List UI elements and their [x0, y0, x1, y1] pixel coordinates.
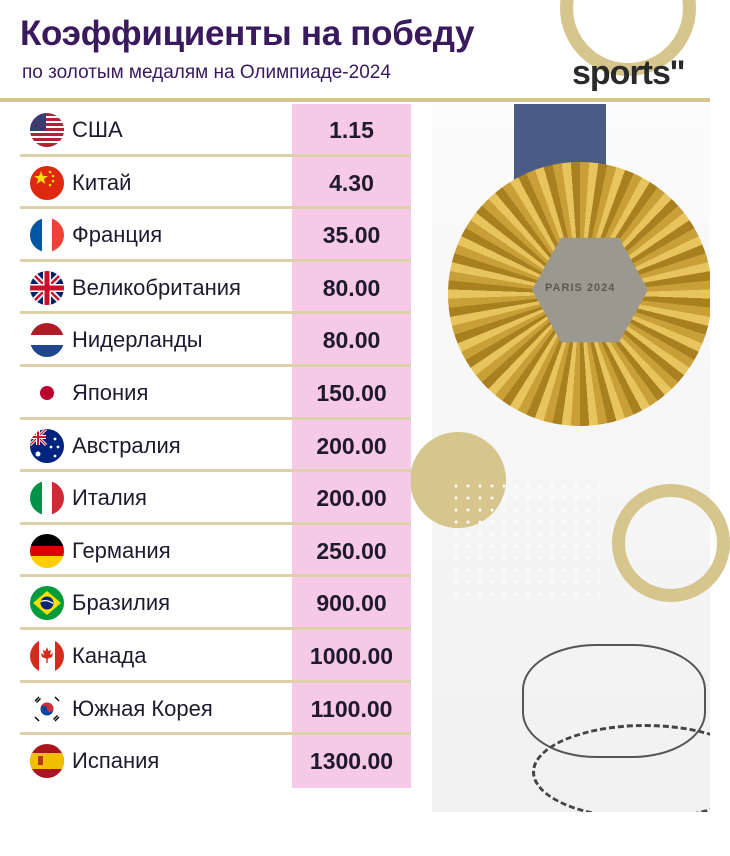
odds-value: 35.00 [292, 209, 411, 259]
uk-flag-icon [30, 270, 64, 305]
odds-value: 1000.00 [292, 629, 411, 680]
country-name: Южная Корея [72, 695, 213, 721]
odds-value: 900.00 [292, 577, 411, 627]
odds-value: 1300.00 [292, 735, 411, 788]
page-subtitle: по золотым медалям на Олимпиаде-2024 [22, 62, 391, 83]
table-row: Франция 35.00 [20, 209, 411, 262]
france-flag-icon [30, 218, 64, 253]
usa-flag-icon [30, 113, 64, 147]
country-name: Япония [72, 379, 149, 405]
odds-table: США 1.15 Китай 4.30 Франция 35.00 Великобритан… [20, 104, 411, 788]
country-name: Австралия [72, 432, 181, 458]
table-row: Китай 4.30 [20, 156, 411, 210]
medal-inscription: PARIS 2024 [545, 282, 616, 294]
spain-flag-icon [30, 744, 64, 779]
table-row: Канада 1000.00 [20, 629, 411, 683]
table-row: Япония 150.00 [20, 366, 411, 420]
medal-sketch-rim [532, 724, 710, 812]
table-row: США 1.15 [20, 104, 411, 157]
country-name: Германия [72, 537, 171, 563]
odds-value: 200.00 [292, 472, 411, 522]
table-row: Бразилия 900.00 [20, 577, 411, 630]
table-row: Италия 200.00 [20, 472, 411, 525]
odds-value: 250.00 [292, 524, 411, 575]
country-name: Испания [72, 748, 160, 774]
italy-flag-icon [30, 481, 64, 516]
sports-logo: sports'' [572, 54, 685, 92]
odds-value: 80.00 [292, 314, 411, 364]
odds-value: 1100.00 [292, 682, 411, 733]
country-name: США [72, 117, 123, 142]
germany-flag-icon [30, 533, 64, 568]
table-row: Испания 1300.00 [20, 735, 411, 788]
odds-value: 1.15 [292, 104, 411, 154]
country-name: Бразилия [72, 590, 171, 616]
canada-flag-icon [30, 638, 64, 673]
japan-flag-icon [30, 375, 64, 410]
country-name: Китай [72, 169, 132, 195]
odds-value: 4.30 [292, 156, 411, 207]
page-title: Коэффициенты на победу [20, 14, 475, 53]
table-row: Австралия 200.00 [20, 419, 411, 473]
decorative-gold-ring [612, 484, 730, 602]
table-row: Великобритания 80.00 [20, 261, 411, 315]
odds-value: 200.00 [292, 419, 411, 470]
australia-flag-icon [30, 428, 64, 463]
brazil-flag-icon [30, 586, 64, 621]
odds-value: 150.00 [292, 366, 411, 417]
country-name: Канада [72, 642, 147, 668]
netherlands-flag-icon [30, 323, 64, 358]
china-flag-icon [30, 165, 64, 200]
decorative-dot-pattern [450, 480, 600, 600]
table-row: Южная Корея 1100.00 [20, 682, 411, 736]
country-name: Франция [72, 222, 163, 248]
table-row: Германия 250.00 [20, 524, 411, 578]
country-name: Нидерланды [72, 327, 203, 353]
country-name: Великобритания [72, 274, 241, 300]
south-korea-flag-icon [30, 691, 64, 726]
country-name: Италия [72, 485, 147, 511]
odds-value: 80.00 [292, 261, 411, 312]
header-divider [0, 98, 710, 102]
table-row: Нидерланды 80.00 [20, 314, 411, 367]
